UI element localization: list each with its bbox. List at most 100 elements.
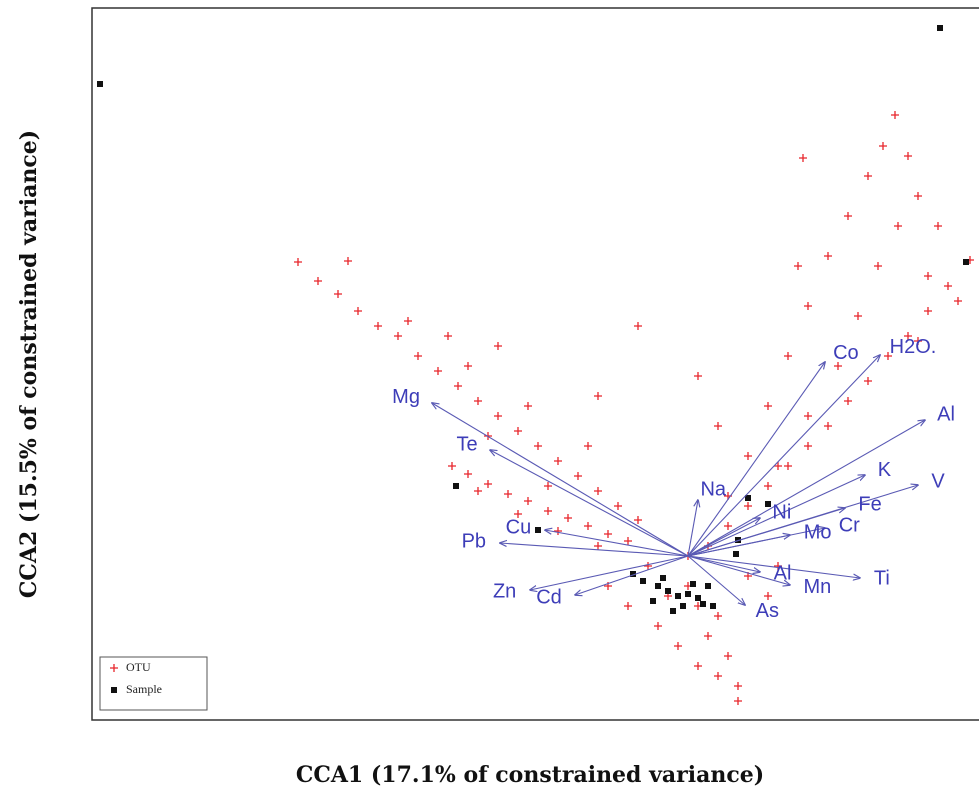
otu-point	[954, 297, 962, 305]
otu-point	[344, 257, 352, 265]
otu-point	[554, 457, 562, 465]
vector-label: Te	[457, 434, 478, 456]
vector-label: Pb	[462, 531, 486, 553]
otu-point	[764, 482, 772, 490]
sample-point	[640, 578, 646, 584]
sample-point	[675, 593, 681, 599]
sample-point	[690, 581, 696, 587]
otu-point	[294, 258, 302, 266]
legend-box	[99, 656, 208, 711]
vector-arrow	[687, 555, 745, 605]
otu-point	[824, 252, 832, 260]
vector-label: Cu	[506, 516, 532, 538]
sample-point	[710, 603, 716, 609]
otu-point	[464, 362, 472, 370]
sample-point	[733, 551, 739, 557]
otu-point	[914, 337, 922, 345]
otu-point	[799, 154, 807, 162]
vector-arrow	[500, 543, 689, 557]
otu-point	[834, 362, 842, 370]
otu-point	[484, 480, 492, 488]
vector-arrow	[687, 355, 880, 557]
vector-label: Mn	[803, 576, 831, 598]
otu-point	[944, 282, 952, 290]
sample-point	[705, 583, 711, 589]
sample-point	[685, 591, 691, 597]
otu-point	[904, 152, 912, 160]
vector-label: As	[756, 600, 779, 622]
vector-arrow	[530, 555, 689, 590]
otu-point	[574, 472, 582, 480]
otu-point	[334, 290, 342, 298]
vector-arrow	[687, 500, 698, 557]
otu-point	[374, 322, 382, 330]
otu-point	[734, 682, 742, 690]
otu-point	[734, 697, 742, 705]
legend-label: Sample	[126, 682, 162, 696]
vector-arrow	[545, 530, 689, 557]
vector-label: Al	[937, 403, 955, 425]
legend: OTU Sample	[99, 656, 208, 711]
vector-arrow	[687, 555, 760, 572]
y-axis-title: CCA2 (15.5% of constrained variance)	[16, 130, 42, 598]
otu-point	[774, 562, 782, 570]
otu-point	[854, 312, 862, 320]
vector-label: Zn	[493, 580, 516, 602]
otu-point	[454, 382, 462, 390]
vector-arrow	[687, 518, 760, 557]
x-axis-title: CCA1 (17.1% of constrained variance)	[296, 762, 764, 788]
sample-point	[650, 598, 656, 604]
vector-arrow	[687, 362, 825, 557]
otu-point	[884, 352, 892, 360]
sample-point	[670, 608, 676, 614]
legend-marker	[111, 687, 117, 693]
vector-arrow	[575, 555, 689, 595]
sample-point	[453, 483, 459, 489]
otu-point	[879, 142, 887, 150]
otu-point	[904, 332, 912, 340]
vector-arrow	[687, 535, 790, 557]
otu-point	[404, 317, 412, 325]
otu-point	[584, 522, 592, 530]
vector-label: Cd	[536, 587, 562, 609]
otu-point	[494, 412, 502, 420]
otu-point	[444, 332, 452, 340]
otu-point	[474, 397, 482, 405]
otu-point	[744, 452, 752, 460]
otu-point	[504, 490, 512, 498]
otu-point	[874, 262, 882, 270]
otu-point	[534, 442, 542, 450]
plot-frame	[91, 7, 979, 721]
otu-point	[714, 612, 722, 620]
otu-point	[394, 332, 402, 340]
otu-point	[694, 662, 702, 670]
otu-point	[554, 527, 562, 535]
sample-point	[665, 588, 671, 594]
otu-point	[544, 507, 552, 515]
vector-label: Co	[833, 342, 859, 364]
otu-point	[694, 372, 702, 380]
otu-point	[864, 172, 872, 180]
vector-label: K	[878, 459, 892, 481]
otu-point	[434, 367, 442, 375]
sample-point	[695, 595, 701, 601]
otu-point	[924, 272, 932, 280]
otu-point	[674, 642, 682, 650]
sample-point	[765, 501, 771, 507]
otu-point	[644, 562, 652, 570]
sample-point	[630, 571, 636, 577]
otu-point	[594, 487, 602, 495]
otu-point	[864, 377, 872, 385]
otu-point	[794, 262, 802, 270]
vector-arrow	[687, 508, 845, 557]
otu-point	[474, 487, 482, 495]
otu-point	[844, 397, 852, 405]
otu-point	[784, 462, 792, 470]
otu-point	[934, 222, 942, 230]
series	[97, 25, 969, 614]
otu-point	[604, 530, 612, 538]
otu-point	[514, 427, 522, 435]
vector-label: Ti	[874, 568, 890, 590]
sample-point	[963, 259, 969, 265]
